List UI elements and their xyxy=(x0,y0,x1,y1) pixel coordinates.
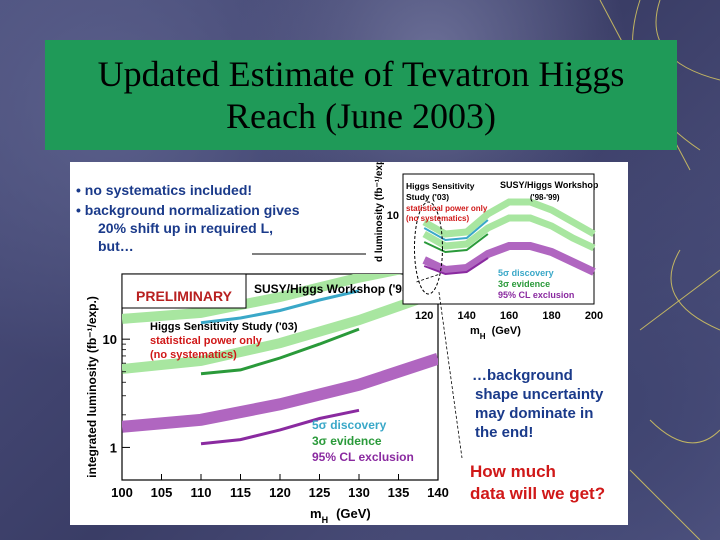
x-tick-label-8: 140 xyxy=(427,485,449,500)
x-tick-label-5: 125 xyxy=(309,485,331,500)
main-legend-title: Higgs Sensitivity Study ('03) xyxy=(150,321,298,333)
band-1 xyxy=(122,287,438,374)
inset-y-tick-0: 10 xyxy=(387,210,399,222)
preliminary-box xyxy=(121,273,247,309)
series-line-0 xyxy=(200,289,360,325)
y-tick-label-0: 10 xyxy=(103,332,117,347)
preliminary-stamp: PRELIMINARY xyxy=(136,288,233,304)
y-axis-title: integrated luminosity (fb⁻¹/exp.) xyxy=(85,296,99,478)
inset-band-1 xyxy=(422,214,596,252)
main-chart: 100 105 110 115 120 125 130 135 140 10 1 mH (GeV) int… xyxy=(85,253,449,525)
inset-band-0 xyxy=(422,198,596,238)
x-axis-title: mH (GeV) xyxy=(310,506,371,525)
title-banner: Updated Estimate of Tevatron Higgs Reach… xyxy=(45,40,677,150)
figure-panel: 100 105 110 115 120 125 130 135 140 10 1 mH (GeV) int… xyxy=(70,162,628,525)
note-question-line2: data will we get? xyxy=(470,484,606,503)
inset-x-tick-2: 160 xyxy=(500,310,518,322)
main-series-group xyxy=(200,289,360,446)
band-2 xyxy=(122,353,438,433)
inset-series-line-2 xyxy=(423,257,489,276)
x-tick-label-0: 100 xyxy=(111,485,133,500)
inset-legend-entry-2: 95% CL exclusion xyxy=(498,290,574,300)
zoom-connector-left xyxy=(416,273,441,283)
inset-x-axis-title-unit: (GeV) xyxy=(492,325,522,337)
inset-legend-entry-0: 5σ discovery xyxy=(498,268,554,278)
x-tick-label-2: 110 xyxy=(191,485,212,500)
inset-band-2 xyxy=(422,242,596,276)
note-bullet2-line2: 20% shift up in required L, xyxy=(98,220,274,236)
note-bullet2-line1: • background normalization gives xyxy=(76,202,300,218)
main-legend-sub2: (no systematics) xyxy=(150,349,237,361)
inset-x-axis-title: mH (GeV) xyxy=(470,325,521,341)
x-axis-title-m: m xyxy=(310,506,322,521)
inset-legend-sub1: statistical power only xyxy=(406,204,488,213)
x-tick-label-1: 105 xyxy=(151,485,173,500)
band-0 xyxy=(122,274,403,324)
x-tick-label-3: 115 xyxy=(230,485,251,500)
y-tick-label-1: 1 xyxy=(110,440,117,455)
inset-chart: 120 140 160 180 200 10 mH (GeV) d luminosity (fb… xyxy=(374,162,603,459)
note-bullet2-line3: but… xyxy=(98,238,134,254)
note-uncertainty-line2: shape uncertainty xyxy=(475,386,604,403)
inset-chart-title: SUSY/Higgs Workshop xyxy=(500,180,599,190)
zoom-ellipse xyxy=(413,201,443,295)
x-axis-title-sub: H xyxy=(322,515,329,525)
note-uncertainty-line4: the end! xyxy=(475,424,534,441)
inset-legend-entry-1: 3σ evidence xyxy=(498,279,550,289)
inset-bands-group xyxy=(422,198,596,276)
x-tick-label-4: 120 xyxy=(269,485,291,500)
main-legend-entry-0: 5σ discovery xyxy=(312,418,387,432)
main-legend-entry-2: 95% CL exclusion xyxy=(312,450,414,464)
slide-title-line2: Reach (June 2003) xyxy=(226,96,496,136)
note-question-line1: How much xyxy=(470,462,556,481)
note-uncertainty-line3: may dominate in xyxy=(475,405,594,422)
inset-x-tick-0: 120 xyxy=(415,310,433,322)
slide-title-line1: Updated Estimate of Tevatron Higgs xyxy=(97,54,625,94)
zoom-connector-right xyxy=(438,291,463,459)
inset-x-axis-title-sub: H xyxy=(480,332,486,341)
inset-chart-title-sub: ('98-'99) xyxy=(530,193,560,202)
x-tick-label-6: 130 xyxy=(348,485,370,500)
inset-series-line-0 xyxy=(423,219,489,242)
main-legend-sub1: statistical power only xyxy=(150,335,263,347)
inset-legend-title: Higgs Sensitivity xyxy=(406,181,475,191)
inset-y-axis-title: d luminosity (fb⁻¹/exp.) xyxy=(374,162,385,262)
main-bands-group xyxy=(122,274,438,433)
inset-series-line-1 xyxy=(423,233,489,254)
inset-x-axis-title-m: m xyxy=(470,325,480,337)
inset-legend-title2: Study ('03) xyxy=(406,192,449,202)
main-chart-title: SUSY/Higgs Workshop ('98-'99) xyxy=(254,282,433,296)
x-tick-label-7: 135 xyxy=(388,485,410,500)
note-uncertainty-line1: …background xyxy=(472,367,573,384)
main-legend-entry-1: 3σ evidence xyxy=(312,434,382,448)
inset-x-tick-3: 180 xyxy=(542,310,560,322)
series-line-1 xyxy=(200,327,360,376)
inset-legend-sub2: (no systematics) xyxy=(406,214,469,223)
note-bullet1: • no systematics included! xyxy=(76,182,253,198)
inset-x-tick-1: 140 xyxy=(457,310,475,322)
inset-x-tick-4: 200 xyxy=(585,310,603,322)
series-line-2 xyxy=(200,408,360,446)
x-axis-title-unit: (GeV) xyxy=(336,506,371,521)
